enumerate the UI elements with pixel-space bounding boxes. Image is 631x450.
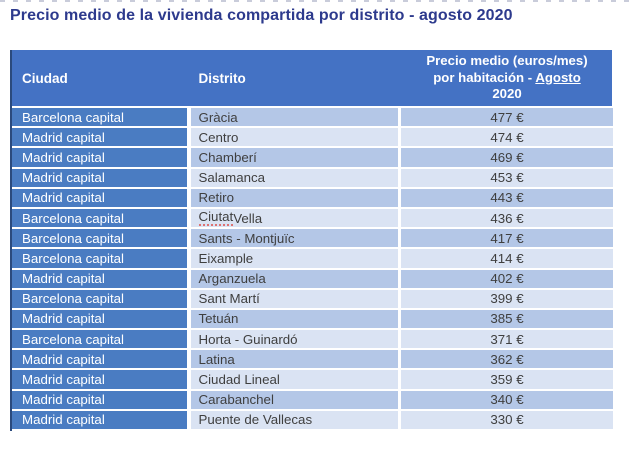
- district-cell: Salamanca: [190, 168, 398, 187]
- table-row: Madrid capital Arganzuela 402 €: [12, 269, 613, 288]
- city-cell: Barcelona capital: [12, 229, 187, 248]
- price-header-line: por habitación - Agosto: [433, 69, 581, 85]
- district-cell: Gràcia: [190, 108, 398, 127]
- column-header-distrito: Distrito: [198, 70, 246, 86]
- district-cell: Sants - Montjuïc: [190, 229, 398, 248]
- table-row: Madrid capital Salamanca 453 €: [12, 168, 613, 187]
- price-cell: 402 €: [401, 269, 613, 288]
- price-cell: 399 €: [401, 289, 613, 308]
- price-cell: 436 €: [401, 208, 613, 228]
- city-cell: Madrid capital: [12, 309, 187, 329]
- table-row: Madrid capital Latina 362 €: [12, 350, 613, 369]
- district-cell: Ciudad Lineal: [190, 370, 398, 389]
- table-row: Barcelona capital Sants - Montjuïc 417 €: [12, 229, 613, 248]
- table-row: Barcelona capital Eixample 414 €: [12, 249, 613, 268]
- city-cell: Barcelona capital: [12, 208, 187, 228]
- table-row: Barcelona capital Sant Martí 399 €: [12, 289, 613, 308]
- price-cell: 453 €: [401, 168, 613, 187]
- district-cell: Horta - Guinardó: [190, 330, 398, 349]
- spellcheck-word: Ciutat: [198, 209, 234, 227]
- price-cell: 371 €: [401, 330, 613, 349]
- price-header-line: 2020: [492, 86, 522, 102]
- table-row: Madrid capital Retiro 443 €: [12, 188, 613, 207]
- price-cell: 474 €: [401, 128, 613, 147]
- table-row: Madrid capital Ciudad Lineal 359 €: [12, 370, 613, 389]
- city-cell: Barcelona capital: [12, 289, 187, 308]
- price-cell: 340 €: [401, 390, 613, 409]
- district-cell: Sant Martí: [190, 289, 398, 308]
- price-cell: 469 €: [401, 148, 613, 167]
- table-row: Madrid capital Tetuán 385 €: [12, 309, 613, 329]
- city-cell: Madrid capital: [12, 350, 187, 369]
- price-cell: 414 €: [401, 249, 613, 268]
- column-header-precio: Precio medio (euros/mes) por habitación -…: [401, 53, 613, 103]
- price-cell: 477 €: [401, 108, 613, 127]
- city-cell: Madrid capital: [12, 148, 187, 167]
- table-row: Barcelona capital Ciutat Vella 436 €: [12, 208, 613, 228]
- district-cell: Centro: [190, 128, 398, 147]
- cropped-edge-artifact: [0, 0, 631, 2]
- district-cell: Tetuán: [190, 309, 398, 329]
- price-cell: 385 €: [401, 309, 613, 329]
- district-cell: Carabanchel: [190, 390, 398, 409]
- page-title: Precio medio de la vivienda compartida p…: [10, 7, 513, 24]
- underlined-word: Agosto: [535, 69, 581, 85]
- city-cell: Barcelona capital: [12, 108, 187, 127]
- price-cell: 359 €: [401, 370, 613, 389]
- price-cell: 443 €: [401, 188, 613, 207]
- table-row: Barcelona capital Gràcia 477 €: [12, 108, 613, 127]
- table-row: Barcelona capital Horta - Guinardó 371 €: [12, 330, 613, 349]
- table-body: Barcelona capital Gràcia 477 € Madrid capit…: [12, 108, 613, 429]
- table-row: Madrid capital Chamberí 469 €: [12, 148, 613, 167]
- district-cell: Puente de Vallecas: [190, 410, 398, 429]
- city-cell: Madrid capital: [12, 410, 187, 429]
- city-cell: Madrid capital: [12, 128, 187, 147]
- city-cell: Madrid capital: [12, 269, 187, 288]
- table-header-row: Ciudad Distrito Precio medio (euros/mes)…: [12, 50, 612, 106]
- district-cell: Arganzuela: [190, 269, 398, 288]
- price-header-line: Precio medio (euros/mes): [426, 53, 588, 69]
- price-cell: 330 €: [401, 410, 613, 429]
- price-cell: 417 €: [401, 229, 613, 248]
- price-table: Ciudad Distrito Precio medio (euros/mes)…: [10, 50, 613, 431]
- city-cell: Barcelona capital: [12, 249, 187, 268]
- district-cell: Retiro: [190, 188, 398, 207]
- city-cell: Barcelona capital: [12, 330, 187, 349]
- table-row: Madrid capital Puente de Vallecas 330 €: [12, 410, 613, 429]
- city-cell: Madrid capital: [12, 390, 187, 409]
- district-cell: Eixample: [190, 249, 398, 268]
- district-cell: Chamberí: [190, 148, 398, 167]
- city-cell: Madrid capital: [12, 188, 187, 207]
- city-cell: Madrid capital: [12, 370, 187, 389]
- table-row: Madrid capital Carabanchel 340 €: [12, 390, 613, 409]
- district-cell: Ciutat Vella: [190, 208, 398, 228]
- table-row: Madrid capital Centro 474 €: [12, 128, 613, 147]
- column-header-ciudad: Ciudad: [22, 70, 68, 86]
- price-cell: 362 €: [401, 350, 613, 369]
- district-cell: Latina: [190, 350, 398, 369]
- city-cell: Madrid capital: [12, 168, 187, 187]
